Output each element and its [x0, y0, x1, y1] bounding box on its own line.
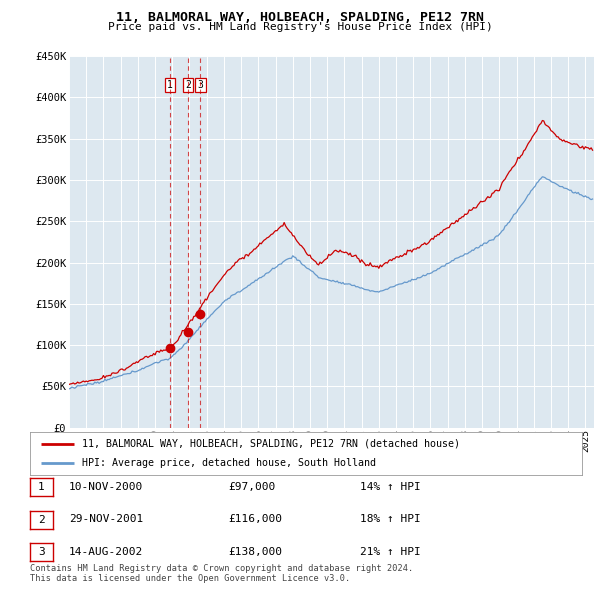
- Text: 29-NOV-2001: 29-NOV-2001: [69, 514, 143, 524]
- Text: 14% ↑ HPI: 14% ↑ HPI: [360, 482, 421, 491]
- Text: 18% ↑ HPI: 18% ↑ HPI: [360, 514, 421, 524]
- Text: 14-AUG-2002: 14-AUG-2002: [69, 547, 143, 556]
- Text: 3: 3: [38, 548, 45, 557]
- Text: Price paid vs. HM Land Registry's House Price Index (HPI): Price paid vs. HM Land Registry's House …: [107, 22, 493, 32]
- Text: £97,000: £97,000: [228, 482, 275, 491]
- Text: 10-NOV-2000: 10-NOV-2000: [69, 482, 143, 491]
- Text: 3: 3: [197, 80, 203, 90]
- Text: £116,000: £116,000: [228, 514, 282, 524]
- Text: 1: 1: [38, 483, 45, 492]
- Text: 21% ↑ HPI: 21% ↑ HPI: [360, 547, 421, 556]
- Text: 2: 2: [38, 515, 45, 525]
- Text: 1: 1: [167, 80, 173, 90]
- Text: 2: 2: [185, 80, 191, 90]
- Text: Contains HM Land Registry data © Crown copyright and database right 2024.: Contains HM Land Registry data © Crown c…: [30, 565, 413, 573]
- Text: 11, BALMORAL WAY, HOLBEACH, SPALDING, PE12 7RN: 11, BALMORAL WAY, HOLBEACH, SPALDING, PE…: [116, 11, 484, 24]
- Text: HPI: Average price, detached house, South Holland: HPI: Average price, detached house, Sout…: [82, 458, 376, 468]
- Text: 11, BALMORAL WAY, HOLBEACH, SPALDING, PE12 7RN (detached house): 11, BALMORAL WAY, HOLBEACH, SPALDING, PE…: [82, 439, 460, 449]
- Text: £138,000: £138,000: [228, 547, 282, 556]
- Text: This data is licensed under the Open Government Licence v3.0.: This data is licensed under the Open Gov…: [30, 574, 350, 583]
